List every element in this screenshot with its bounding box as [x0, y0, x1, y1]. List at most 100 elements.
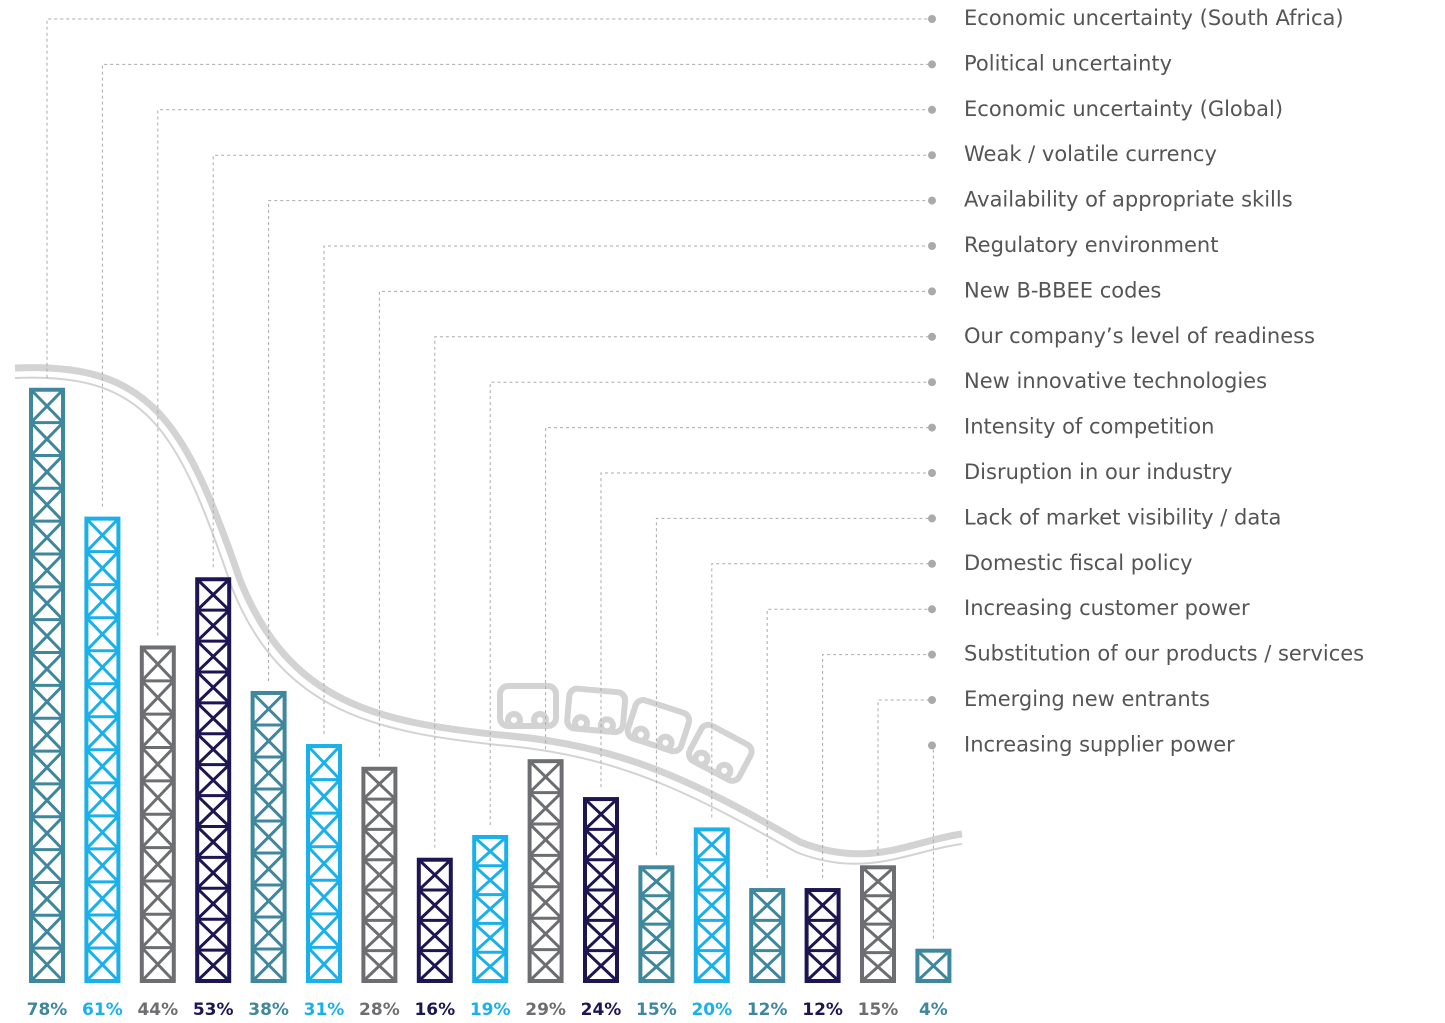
bar — [638, 865, 675, 983]
bar-hatch — [639, 866, 674, 983]
bar — [195, 577, 232, 983]
bar — [749, 888, 786, 983]
category-label: Regulatory environment — [964, 233, 1218, 257]
bar-hatch — [750, 888, 785, 983]
bar — [306, 744, 342, 984]
leader-dot — [928, 151, 936, 160]
bar — [84, 516, 121, 983]
value-label: 15% — [636, 1000, 677, 1020]
leader-line — [268, 200, 932, 681]
bar — [139, 645, 176, 983]
category-label: Increasing supplier power — [964, 732, 1235, 756]
value-label: 20% — [691, 1000, 732, 1020]
bar — [527, 759, 564, 983]
leader-dot — [928, 105, 936, 114]
leader-dot — [928, 696, 936, 704]
leader-dot — [928, 605, 936, 614]
bar-hatch — [583, 797, 619, 983]
bar — [583, 797, 619, 984]
value-label: 16% — [414, 1000, 455, 1020]
bar-hatch — [85, 517, 120, 983]
leader-line — [600, 472, 932, 788]
category-label: Lack of market visibility / data — [964, 505, 1281, 529]
value-label: 38% — [248, 1000, 289, 1020]
value-label: 15% — [858, 1000, 899, 1020]
bar-hatch — [861, 866, 895, 983]
category-label: Weak / volatile currency — [964, 142, 1217, 166]
leader-dot — [928, 559, 936, 568]
bar — [361, 766, 398, 984]
bar-hatch — [694, 828, 729, 983]
value-label: 28% — [359, 1000, 400, 1020]
bar-hatch — [196, 578, 231, 983]
leader-dot — [928, 60, 936, 69]
bar — [860, 865, 896, 983]
value-label: 29% — [525, 1000, 566, 1020]
bar-hatch — [251, 691, 286, 983]
value-label: 12% — [747, 1000, 788, 1020]
leader-dot — [928, 242, 936, 250]
leader-line — [766, 608, 932, 879]
leader-line — [822, 654, 932, 879]
leader-dot — [928, 196, 936, 205]
bar-hatch — [916, 949, 951, 983]
bar-hatch — [29, 388, 65, 983]
value-label: 53% — [193, 1000, 234, 1020]
category-label: Increasing customer power — [964, 596, 1250, 620]
category-label: Availability of appropriate skills — [964, 188, 1293, 212]
bar-hatch — [362, 767, 397, 983]
bar — [693, 827, 730, 984]
value-label: 12% — [802, 1000, 843, 1020]
value-label: 24% — [581, 1000, 622, 1020]
leader-line — [655, 517, 932, 856]
bar — [804, 888, 841, 983]
leader-dot — [928, 741, 936, 750]
leader-line — [157, 109, 932, 636]
leader-line — [212, 154, 932, 568]
category-label: Emerging new entrants — [964, 687, 1210, 711]
category-label: Political uncertainty — [964, 51, 1172, 75]
coaster-carts — [497, 683, 755, 784]
bar-hatch — [306, 744, 342, 983]
leader-dot — [928, 514, 936, 523]
coaster-track — [14, 364, 963, 865]
bar-hatch — [417, 858, 452, 983]
leader-line — [877, 699, 932, 856]
leader-dot — [928, 332, 936, 341]
bar — [472, 834, 509, 983]
category-label: Intensity of competition — [964, 415, 1214, 439]
leader-dot — [928, 378, 936, 387]
category-label: Our company’s level of readiness — [964, 324, 1315, 348]
leader-line — [323, 245, 932, 735]
value-label: 78% — [27, 1000, 68, 1020]
bar-hatch — [805, 888, 840, 983]
value-label: 31% — [304, 1000, 345, 1020]
bar — [250, 690, 287, 984]
category-label: Economic uncertainty (South Africa) — [964, 6, 1344, 30]
value-label: 44% — [137, 1000, 178, 1020]
leader-dot — [928, 287, 936, 296]
leader-line — [378, 290, 932, 757]
bar — [915, 948, 952, 983]
category-label: Domestic fiscal policy — [964, 551, 1193, 575]
bar-hatch — [528, 760, 563, 983]
bar-hatch — [473, 835, 508, 983]
bar — [416, 857, 453, 983]
leader-line — [46, 18, 932, 378]
leader-dot — [928, 650, 936, 659]
leader-dot — [928, 469, 936, 477]
leader-line — [711, 563, 932, 818]
category-label: New innovative technologies — [964, 369, 1267, 393]
value-label: 61% — [82, 1000, 123, 1020]
category-label: Economic uncertainty (Global) — [964, 97, 1283, 121]
value-label: 19% — [470, 1000, 511, 1020]
leader-line — [434, 336, 932, 848]
bar-hatch — [140, 646, 175, 983]
category-label: Disruption in our industry — [964, 460, 1232, 484]
leader-line — [101, 63, 932, 507]
category-label: New B-BBEE codes — [964, 278, 1161, 302]
leader-dot — [928, 423, 936, 432]
value-label: 4% — [919, 1000, 948, 1020]
leader-dot — [928, 15, 936, 23]
